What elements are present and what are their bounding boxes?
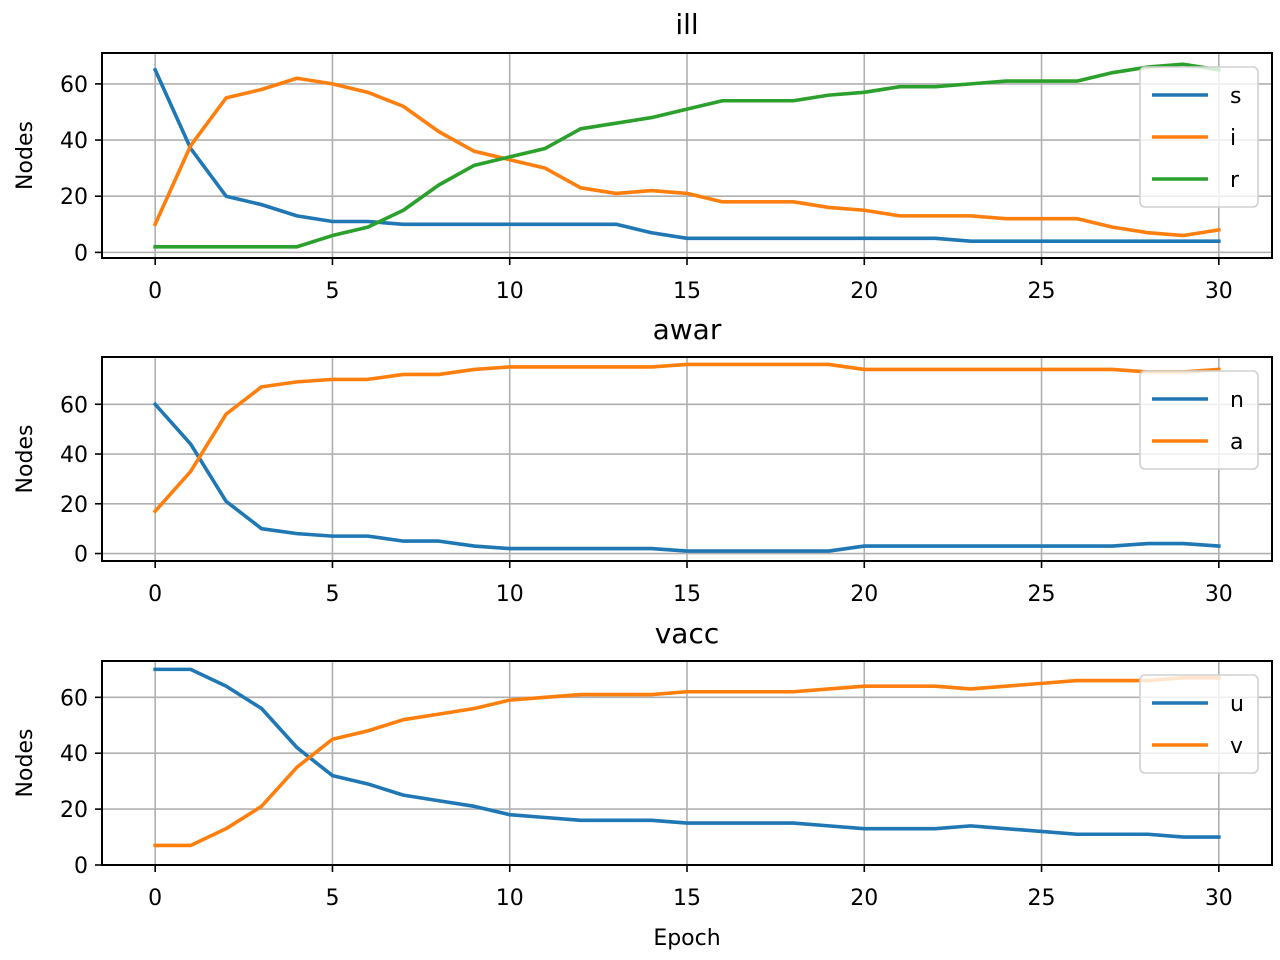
chart-panel-vacc: 0 5 10 15 20 25 30 0 20 40 60 vacc Nodes Epoch uv — [13, 617, 1273, 951]
series-line-v — [153, 675, 1221, 848]
y-tick-label: 60 — [60, 73, 88, 98]
y-tick-label: 0 — [74, 543, 88, 568]
legend: uv — [1139, 674, 1259, 774]
panel-title: awar — [653, 313, 722, 346]
series-line-n — [152, 401, 1221, 553]
legend-label: i — [1230, 126, 1236, 151]
y-tick-label: 20 — [60, 185, 88, 210]
y-axis-label: Nodes — [13, 121, 38, 190]
y-tick-label: 60 — [60, 686, 88, 711]
y-axis-label: Nodes — [13, 729, 38, 798]
x-tick-label: 0 — [148, 582, 162, 607]
series-line-a — [152, 362, 1221, 514]
x-tick-label: 15 — [673, 886, 701, 911]
x-tick-label: 30 — [1205, 582, 1233, 607]
x-tick-label: 25 — [1028, 279, 1056, 304]
y-tick-label: 60 — [60, 393, 88, 418]
panel-title: vacc — [655, 617, 720, 650]
series-line-r — [153, 62, 1221, 249]
x-tick-label: 10 — [496, 886, 524, 911]
legend-box — [1139, 370, 1259, 470]
x-tick-label: 25 — [1028, 886, 1056, 911]
x-tick-label: 20 — [850, 886, 878, 911]
series-line-i — [152, 76, 1221, 238]
y-tick-label: 40 — [60, 443, 88, 468]
x-tick-label: 5 — [325, 582, 339, 607]
series-line-u — [153, 667, 1221, 839]
legend-label: u — [1230, 692, 1244, 717]
chart-panel-awar: 0 5 10 15 20 25 30 0 20 40 60 awar Nodes na — [13, 313, 1273, 607]
x-tick-label: 5 — [325, 886, 339, 911]
series-line-s — [152, 67, 1221, 243]
y-tick-label: 20 — [60, 493, 88, 518]
y-tick-label: 0 — [74, 854, 88, 879]
x-tick-label: 20 — [850, 582, 878, 607]
x-tick-label: 15 — [673, 582, 701, 607]
legend-label: r — [1230, 168, 1240, 193]
x-tick-label: 15 — [673, 279, 701, 304]
y-axis-label: Nodes — [13, 425, 38, 494]
x-tick-label: 30 — [1205, 886, 1233, 911]
x-tick-label: 30 — [1205, 279, 1233, 304]
legend: sir — [1139, 66, 1259, 208]
legend-label: a — [1230, 430, 1243, 455]
x-tick-label: 10 — [496, 582, 524, 607]
x-tick-label: 20 — [850, 279, 878, 304]
legend-label: n — [1230, 388, 1244, 413]
legend: na — [1139, 370, 1259, 470]
chart-panel-ill: 0 5 10 15 20 25 30 0 20 40 60 ill Nodes sir — [13, 8, 1273, 304]
x-tick-label: 5 — [325, 279, 339, 304]
legend-label: s — [1230, 84, 1241, 109]
legend-box — [1139, 674, 1259, 774]
y-tick-label: 20 — [60, 798, 88, 823]
x-tick-label: 25 — [1028, 582, 1056, 607]
panel-title: ill — [675, 8, 698, 41]
legend-label: v — [1230, 734, 1243, 759]
y-tick-label: 40 — [60, 742, 88, 767]
x-axis-label: Epoch — [653, 926, 720, 951]
y-tick-label: 0 — [74, 241, 88, 266]
y-tick-label: 40 — [60, 129, 88, 154]
x-tick-label: 0 — [148, 279, 162, 304]
x-tick-label: 10 — [496, 279, 524, 304]
x-tick-label: 0 — [148, 886, 162, 911]
